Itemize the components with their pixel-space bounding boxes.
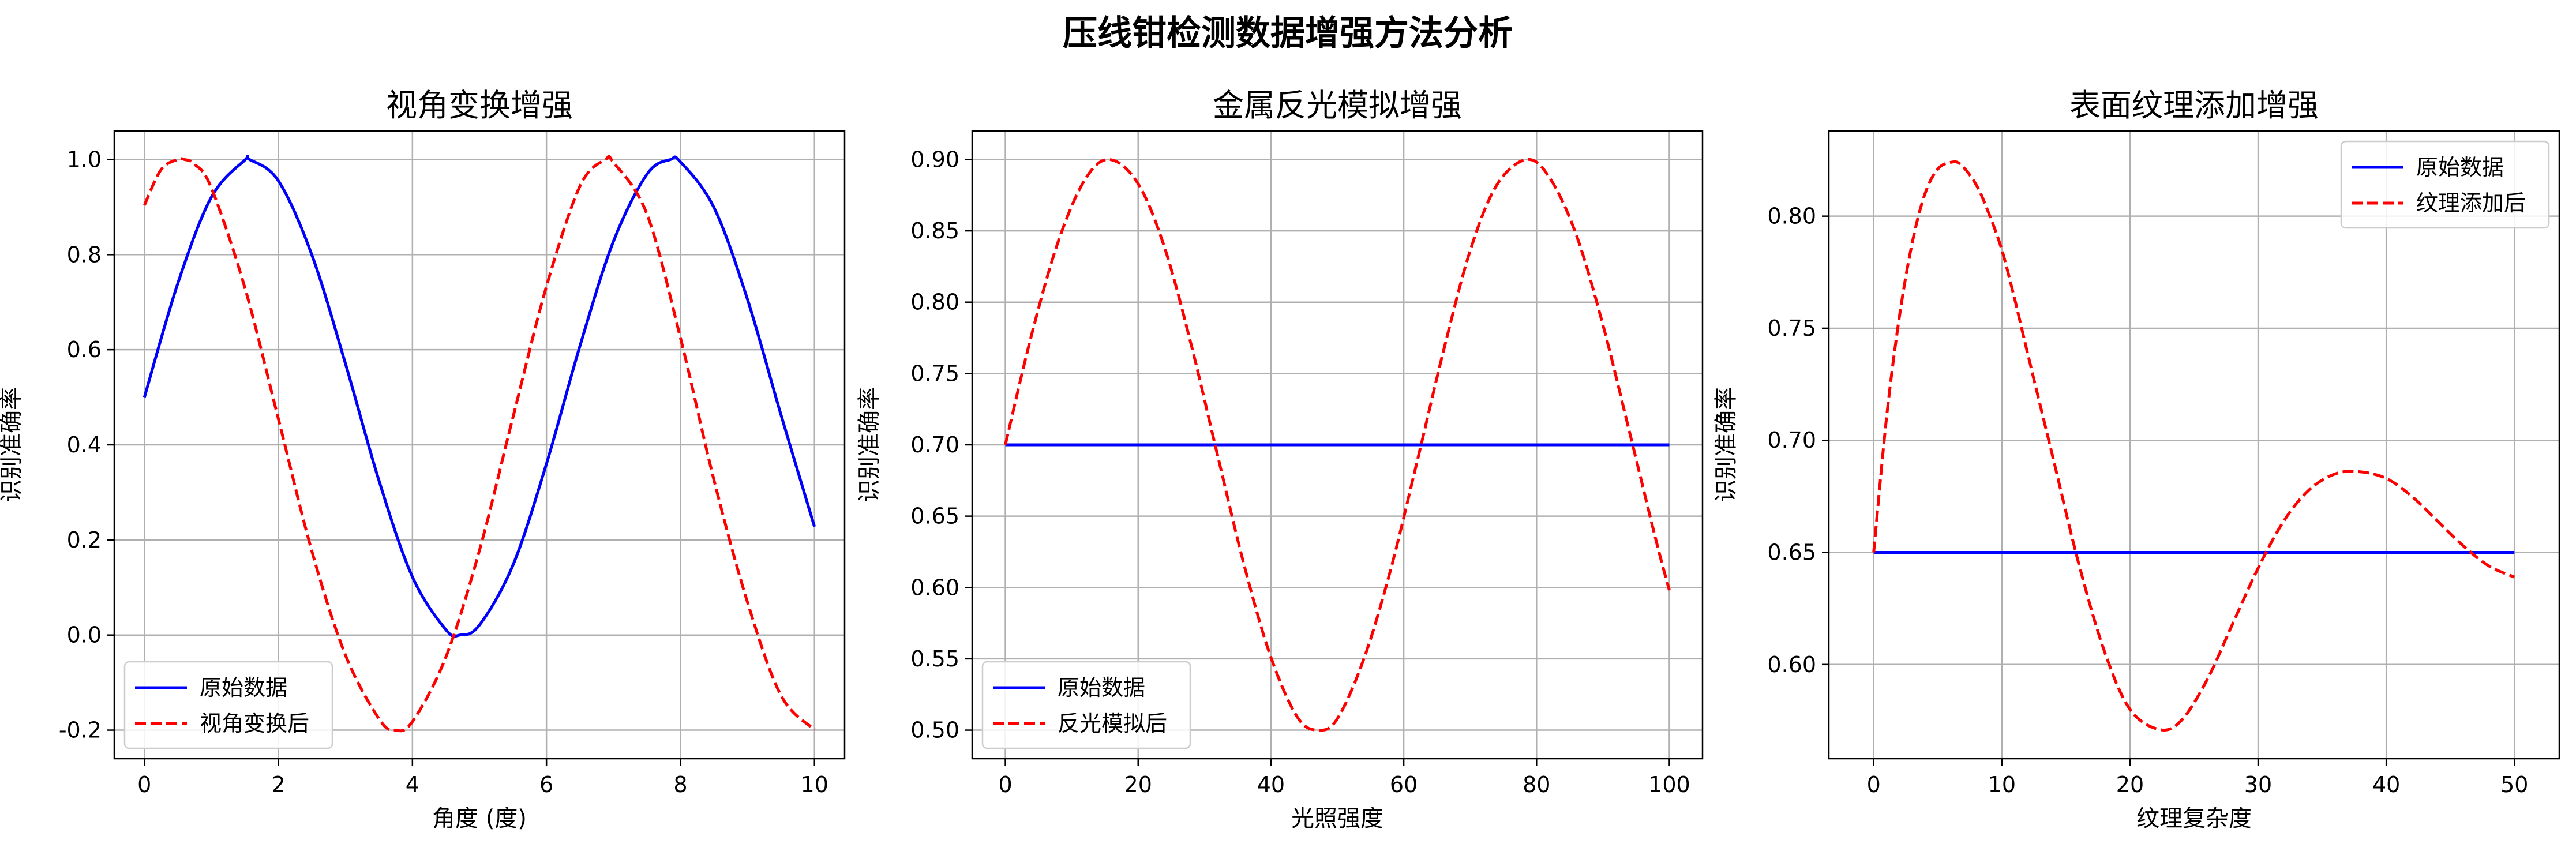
grid — [114, 131, 845, 759]
y-axis-label: 识别准确率 — [0, 387, 25, 503]
y-axis-label: 识别准确率 — [856, 387, 883, 503]
legend-label-1: 原始数据 — [1058, 675, 1145, 700]
legend-label-2: 纹理添加后 — [2416, 190, 2526, 216]
series-line-1 — [143, 155, 816, 638]
x-tick-label: 4 — [406, 772, 419, 797]
x-tick-label: 20 — [2116, 772, 2144, 797]
y-tick-label: 0.60 — [1767, 652, 1816, 677]
x-axis-label: 角度 (度) — [432, 805, 527, 832]
x-tick-label: 8 — [673, 772, 687, 797]
legend-box — [123, 661, 333, 749]
y-tick-label: 0.90 — [910, 147, 959, 172]
series-line-2 — [1872, 160, 2515, 732]
y-tick-label: 0.55 — [910, 646, 959, 672]
y-tick-label: 0.8 — [67, 242, 102, 267]
subplot-1: 视角变换增强 0 2 4 6 8 10 -0.2 0.0 0.2 0.4 0.6 0.8 1.0 角度 (度… — [0, 87, 846, 832]
y-tick-label: -0.2 — [59, 718, 102, 743]
x-tick-label: 20 — [1124, 772, 1152, 797]
y-tick-label: 0.0 — [67, 623, 102, 648]
x-tick-label: 60 — [1390, 772, 1418, 797]
y-tick-label: 0.60 — [910, 575, 959, 600]
series-group — [1004, 158, 1671, 732]
y-tick-label: 0.80 — [910, 290, 959, 315]
y-tick-label: 0.6 — [67, 337, 102, 362]
subplot-2: 金属反光模拟增强 0 20 40 60 80 100 0.50 0.55 0.60 0.65 0.70… — [856, 87, 1704, 832]
y-tick-label: 0.50 — [910, 718, 959, 743]
legend-box — [981, 661, 1191, 749]
x-tick-label: 40 — [2372, 772, 2400, 797]
plot-title: 金属反光模拟增强 — [1213, 87, 1462, 123]
x-axis-label: 光照强度 — [1291, 805, 1383, 832]
figure-title: 压线钳检测数据增强方法分析 — [1063, 13, 1513, 54]
subplots: 视角变换增强 0 2 4 6 8 10 -0.2 0.0 0.2 0.4 0.6 0.8 1.0 角度 (度… — [0, 87, 2560, 832]
x-tick-label: 50 — [2500, 772, 2528, 797]
legend-box — [2340, 140, 2550, 229]
x-tick-label: 2 — [271, 772, 285, 797]
y-tick-label: 0.65 — [1767, 540, 1816, 565]
legend-label-2: 反光模拟后 — [1058, 711, 1167, 736]
x-tick-label: 30 — [2244, 772, 2272, 797]
x-tick-label: 80 — [1523, 772, 1550, 797]
y-tick-label: 0.70 — [910, 432, 959, 458]
legend-label-1: 原始数据 — [200, 675, 287, 700]
x-tick-label: 10 — [801, 772, 828, 797]
x-tick-label: 100 — [1648, 772, 1690, 797]
legend-label-1: 原始数据 — [2416, 155, 2504, 180]
subplot-3: 表面纹理添加增强 0 10 20 30 40 50 0.60 0.65 0.70 0.75 0.80 纹… — [1713, 87, 2560, 832]
legend-label-2: 视角变换后 — [200, 711, 309, 736]
x-axis-label: 纹理复杂度 — [2136, 805, 2252, 832]
series-line-2 — [1004, 158, 1671, 732]
plot-title: 表面纹理添加增强 — [2069, 87, 2319, 123]
x-tick-label: 6 — [539, 772, 553, 797]
x-tick-label: 10 — [1988, 772, 2016, 797]
x-tick-label: 0 — [1867, 772, 1881, 797]
y-tick-label: 0.4 — [67, 432, 102, 458]
axes-frame — [1828, 130, 2560, 760]
y-tick-label: 0.75 — [910, 361, 959, 386]
x-tick-label: 0 — [998, 772, 1012, 797]
y-tick-label: 0.75 — [1767, 316, 1816, 341]
y-axis-label: 识别准确率 — [1713, 387, 1739, 503]
series-group — [143, 154, 816, 733]
series-line-2 — [143, 154, 816, 733]
y-tick-label: 0.70 — [1767, 428, 1816, 453]
plot-title: 视角变换增强 — [386, 87, 573, 123]
y-tick-label: 0.85 — [910, 218, 959, 243]
y-tick-label: 0.65 — [910, 504, 959, 529]
x-tick-label: 40 — [1257, 772, 1285, 797]
series-group — [1872, 160, 2515, 732]
x-tick-label: 0 — [137, 772, 151, 797]
y-tick-label: 0.2 — [67, 527, 102, 553]
y-tick-label: 1.0 — [67, 147, 102, 172]
y-tick-label: 0.80 — [1767, 204, 1816, 229]
